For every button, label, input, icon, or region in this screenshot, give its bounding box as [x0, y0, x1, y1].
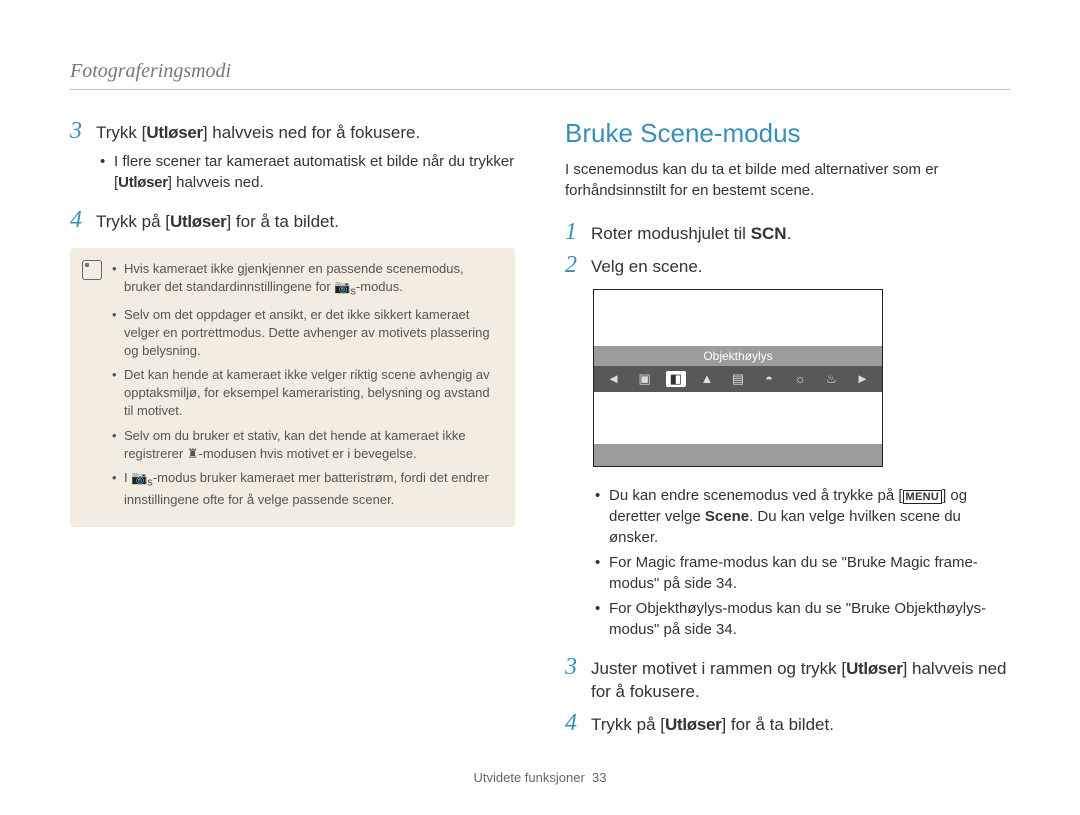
text: -modusen hvis motivet er i bevegelse.	[199, 446, 417, 461]
list-item: Selv om det oppdager et ansikt, er det i…	[112, 306, 501, 361]
list-item: Det kan hende at kameraet ikke velger ri…	[112, 366, 501, 421]
footer-label: Utvidete funksjoner	[474, 770, 585, 785]
step-text: Roter modushjulet til SCN.	[591, 219, 791, 246]
step-text: Velg en scene.	[591, 252, 703, 279]
page-header: Fotograferingsmodi	[70, 60, 1010, 90]
step-number: 4	[565, 710, 591, 736]
tripod-icon: ♜	[187, 446, 199, 461]
step-text: Trykk på [Utløser] for å ta bildet.	[96, 207, 339, 234]
text: Roter modushjulet til	[591, 224, 751, 243]
page-footer: Utvidete funksjoner 33	[0, 770, 1080, 785]
note-box: Hvis kameraet ikke gjenkjenner en passen…	[70, 248, 515, 527]
scene-night-icon: ▤	[728, 371, 748, 387]
scene-arrow-left-icon: ◄	[604, 371, 624, 386]
scene-bold: Scene	[705, 508, 749, 525]
text: Du kan endre scenemodus ved å trykke på …	[609, 487, 903, 504]
text: ] halvveis ned.	[168, 174, 264, 191]
key-shutter: Utløser	[146, 123, 202, 142]
list-item: Hvis kameraet ikke gjenkjenner en passen…	[112, 260, 501, 300]
scene-bottom-bar	[594, 444, 882, 466]
step-number: 4	[70, 207, 96, 233]
cs-mode-icon: 📷s	[131, 470, 153, 485]
text: Trykk på [	[591, 715, 665, 734]
text: ] for å ta bildet.	[721, 715, 833, 734]
menu-button-label: MENU	[903, 490, 943, 504]
list-item: I flere scener tar kameraet automatisk e…	[70, 151, 515, 193]
left-step-4: 4 Trykk på [Utløser] for å ta bildet.	[70, 207, 515, 234]
step-text: Trykk på [Utløser] for å ta bildet.	[591, 710, 834, 737]
step-number: 2	[565, 252, 591, 278]
scene-top-area	[594, 290, 882, 346]
text: .	[787, 224, 792, 243]
text: -modus.	[356, 279, 403, 294]
list-item: Du kan endre scenemodus ved å trykke på …	[565, 485, 1010, 548]
scene-icons-row: ◄ ▣ ◧ ▲ ▤ ◓ ☼ ♨ ►	[594, 366, 882, 392]
scene-arrow-right-icon: ►	[852, 371, 872, 386]
step-number: 3	[70, 118, 96, 144]
list-item: For Objekthøylys-modus kan du se "Bruke …	[565, 598, 1010, 640]
cs-mode-icon: 📷s	[334, 279, 356, 294]
content-columns: 3 Trykk [Utløser] halvveis ned for å fok…	[70, 118, 1010, 743]
step-text: Trykk [Utløser] halvveis ned for å fokus…	[96, 118, 420, 145]
scene-beauty-icon: ▲	[697, 371, 717, 386]
text: Hvis kameraet ikke gjenkjenner en passen…	[124, 261, 464, 294]
right-step-4: 4 Trykk på [Utløser] for å ta bildet.	[565, 710, 1010, 737]
scene-sunset-icon: ♨	[821, 371, 841, 387]
right-step2-bullets: Du kan endre scenemodus ved å trykke på …	[565, 485, 1010, 640]
step-number: 1	[565, 219, 591, 245]
key-shutter: Utløser	[170, 212, 226, 231]
text: -modus bruker kameraet mer batteristrøm,…	[124, 470, 489, 507]
scene-landscape-icon: ◓	[759, 371, 779, 386]
right-column: Bruke Scene-modus I scenemodus kan du ta…	[565, 118, 1010, 743]
left-step3-sub: I flere scener tar kameraet automatisk e…	[70, 151, 515, 193]
scene-label-bar: Objekthøylys	[594, 346, 882, 366]
step-text: Juster motivet i rammen og trykk [Utløse…	[591, 654, 1010, 705]
section-intro: I scenemodus kan du ta et bilde med alte…	[565, 159, 1010, 201]
footer-page-number: 33	[592, 770, 606, 785]
right-step-1: 1 Roter modushjulet til SCN.	[565, 219, 1010, 246]
scn-label: SCN	[751, 224, 787, 243]
step-number: 3	[565, 654, 591, 680]
scene-frame-icon: ▣	[635, 371, 655, 387]
scene-highlight-icon: ◧	[666, 371, 686, 387]
right-step-3: 3 Juster motivet i rammen og trykk [Utlø…	[565, 654, 1010, 705]
note-icon	[82, 260, 102, 280]
text: ] for å ta bildet.	[226, 212, 338, 231]
text: Trykk [	[96, 123, 146, 142]
key-shutter: Utløser	[665, 715, 721, 734]
note-list: Hvis kameraet ikke gjenkjenner en passen…	[112, 260, 501, 515]
text: Juster motivet i rammen og trykk [	[591, 659, 846, 678]
scene-text-icon: ☼	[790, 371, 810, 386]
text: Trykk på [	[96, 212, 170, 231]
list-item: I 📷s-modus bruker kameraet mer batterist…	[112, 469, 501, 509]
left-column: 3 Trykk [Utløser] halvveis ned for å fok…	[70, 118, 515, 743]
list-item: For Magic frame-modus kan du se "Bruke M…	[565, 552, 1010, 594]
text: ] halvveis ned for å fokusere.	[203, 123, 420, 142]
scene-mid-area	[594, 392, 882, 444]
list-item: Selv om du bruker et stativ, kan det hen…	[112, 427, 501, 463]
left-step-3: 3 Trykk [Utløser] halvveis ned for å fok…	[70, 118, 515, 145]
key-shutter: Utløser	[118, 174, 168, 191]
scene-selector-display: Objekthøylys ◄ ▣ ◧ ▲ ▤ ◓ ☼ ♨ ►	[593, 289, 883, 467]
section-title: Bruke Scene-modus	[565, 118, 1010, 149]
right-step-2: 2 Velg en scene.	[565, 252, 1010, 279]
key-shutter: Utløser	[846, 659, 902, 678]
